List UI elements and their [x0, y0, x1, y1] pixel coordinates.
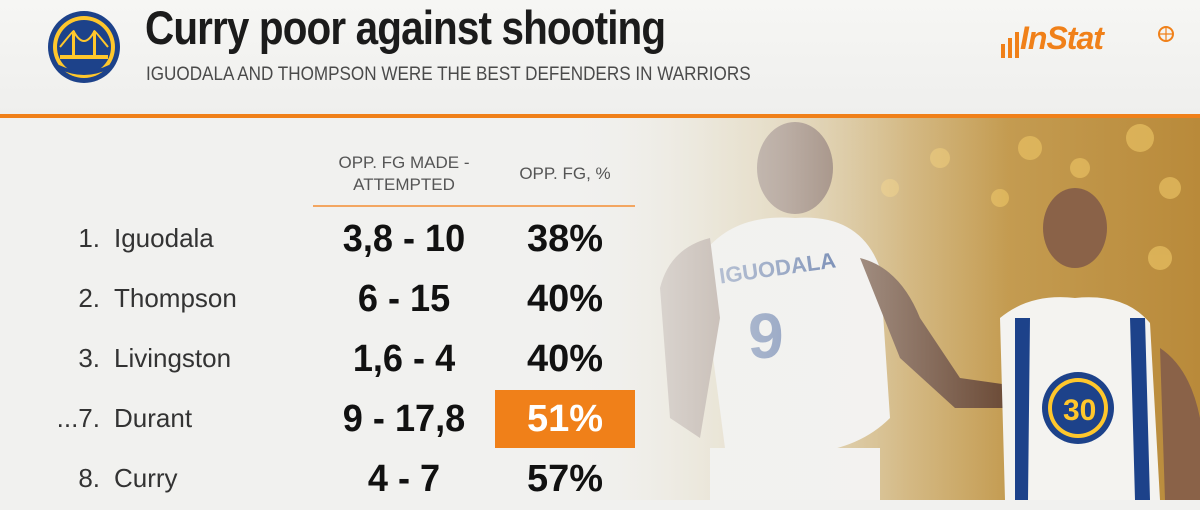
row-rank: ...7.: [56, 403, 100, 433]
table-row-highlighted: ...7. Durant 9 - 17,8 51%: [0, 390, 640, 450]
table-row: 8. Curry 4 - 7 57%: [0, 450, 640, 510]
row-pct: 57%: [526, 458, 604, 500]
highlight-box: [495, 390, 635, 448]
row-made-attempted: 9 - 17,8: [342, 398, 466, 440]
row-made-attempted: 4 - 7: [367, 458, 441, 500]
table-row: 2. Thompson 6 - 15 40%: [0, 270, 640, 330]
row-made-attempted: 6 - 15: [357, 278, 451, 320]
row-rank: 1.: [78, 223, 100, 253]
row-pct: 51%: [526, 398, 604, 440]
row-rank: 8.: [78, 463, 100, 493]
header-divider: [0, 114, 1200, 118]
row-rank: 3.: [78, 343, 100, 373]
header-band: [0, 0, 1200, 115]
instat-wordmark: InStat: [1020, 20, 1104, 56]
table-row: 1. Iguodala 3,8 - 10 38%: [0, 210, 640, 270]
row-player: Thompson: [114, 283, 237, 313]
page-title: Curry poor against shooting: [145, 1, 666, 54]
header-underline: [313, 205, 635, 207]
warriors-logo: [48, 11, 120, 83]
row-made-attempted: 1,6 - 4: [352, 338, 456, 380]
row-player: Durant: [114, 403, 193, 433]
row-pct: 40%: [526, 338, 604, 380]
row-made-attempted: 3,8 - 10: [342, 218, 466, 260]
row-pct: 38%: [526, 218, 604, 260]
page-subtitle: IGUODALA AND THOMPSON WERE THE BEST DEFE…: [146, 64, 751, 85]
row-pct: 40%: [526, 278, 604, 320]
column-header-pct: OPP. FG, %: [519, 164, 611, 183]
table-row: 3. Livingston 1,6 - 4 40%: [0, 330, 640, 390]
column-header-made-attempted: OPP. FG MADE - ATTEMPTED: [338, 153, 470, 194]
players-photo: IGUODALA 9 30: [560, 118, 1200, 500]
row-player: Curry: [114, 463, 178, 493]
row-rank: 2.: [78, 283, 100, 313]
row-player: Livingston: [114, 343, 232, 373]
row-player: Iguodala: [114, 223, 214, 253]
instat-logo-bars-icon: [1001, 26, 1174, 58]
